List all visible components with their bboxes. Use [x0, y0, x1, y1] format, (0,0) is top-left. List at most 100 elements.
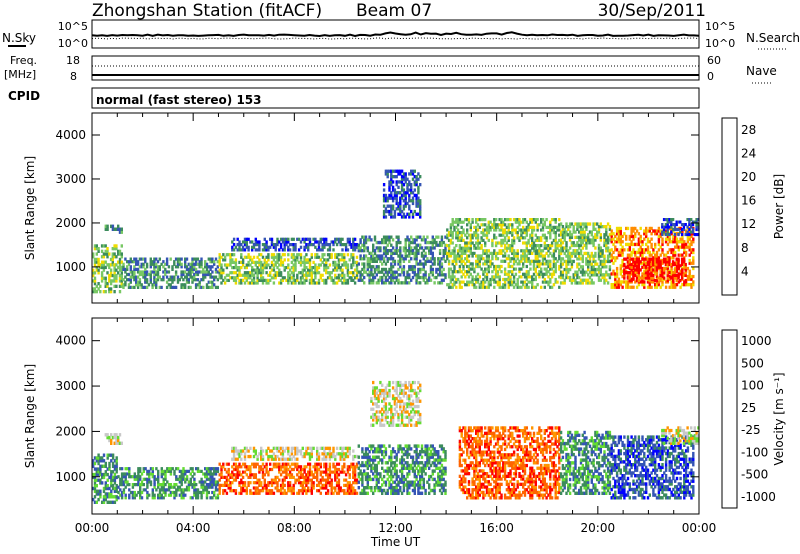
echo-cell [195, 496, 198, 500]
echo-cell [100, 271, 104, 275]
echo-cell [579, 243, 583, 248]
echo-cell [680, 268, 684, 272]
echo-cell [129, 275, 132, 279]
echo-cell [260, 465, 263, 469]
echo-cell [287, 467, 290, 472]
echo-cell [659, 232, 662, 236]
echo-cell [558, 223, 561, 227]
echo-cell [547, 259, 550, 263]
echo-cell [122, 283, 125, 287]
echo-cell [204, 472, 207, 476]
echo-cell [245, 489, 248, 493]
echo-cell [200, 262, 203, 266]
echo-cell [431, 235, 434, 239]
echo-cell [122, 262, 125, 266]
echo-cell [133, 493, 136, 497]
echo-cell [655, 265, 658, 269]
echo-cell [662, 271, 666, 275]
echo-cell [240, 266, 243, 270]
echo-cell [442, 249, 445, 253]
echo-cell [139, 469, 142, 473]
echo-cell [451, 251, 454, 255]
echo-cell [417, 172, 420, 176]
echo-cell [261, 467, 265, 472]
echo-cell [162, 496, 165, 500]
echo-cell [617, 234, 621, 239]
echo-cell [171, 490, 174, 495]
echo-cell [117, 224, 120, 229]
echo-cell [505, 277, 509, 282]
echo-cell [540, 220, 543, 224]
echo-cell [654, 285, 657, 289]
noise-right-max: 10^5 [705, 20, 735, 33]
echo-cell [693, 220, 696, 224]
echo-cell [420, 251, 424, 255]
echo-cell [157, 483, 160, 487]
echo-cell [99, 263, 102, 267]
echo-cell [305, 258, 308, 262]
echo-cell [404, 275, 407, 280]
echo-cell [247, 248, 250, 252]
echo-cell [110, 495, 113, 499]
echo-cell [263, 243, 266, 247]
echo-cell [428, 259, 431, 263]
echo-cell [540, 285, 543, 289]
echo-cell [547, 283, 550, 287]
echo-cell [456, 231, 460, 235]
echo-cell [175, 477, 178, 481]
echo-cell [334, 273, 337, 277]
echo-cell [592, 257, 595, 261]
echo-cell [93, 290, 97, 294]
echo-cell [191, 262, 194, 266]
echo-cell [92, 464, 95, 468]
echo-cell [554, 225, 557, 229]
echo-cell [686, 277, 690, 281]
echo-cell [319, 263, 322, 267]
echo-cell [438, 273, 442, 277]
echo-cell [108, 290, 111, 294]
echo-cell [272, 253, 276, 257]
echo-cell [592, 259, 595, 264]
echo-cell [512, 262, 516, 266]
echo-cell [692, 256, 695, 260]
echo-cell [523, 236, 527, 240]
echo-cell [621, 250, 624, 255]
echo-cell [634, 253, 637, 257]
echo-cell [485, 262, 489, 266]
echo-cell [485, 267, 489, 271]
echo-cell [485, 254, 489, 258]
echo-cell [645, 242, 648, 247]
echo-cell [601, 262, 604, 266]
echo-cell [254, 462, 257, 466]
echo-cell [283, 475, 286, 479]
echo-cell [447, 254, 451, 258]
echo-cell [514, 259, 518, 263]
echo-cell [512, 275, 516, 279]
echo-cell [292, 281, 295, 285]
echo-cell [558, 257, 561, 261]
echo-cell [543, 241, 546, 245]
echo-cell [509, 270, 512, 274]
echo-cell [390, 249, 393, 253]
echo-cell [106, 284, 109, 288]
echo-cell [234, 491, 238, 495]
echo-cell [520, 231, 523, 235]
echo-cell [252, 276, 256, 280]
echo-cell [97, 492, 100, 496]
echo-cell [402, 265, 406, 269]
echo-cell [234, 489, 238, 493]
echo-cell [637, 237, 641, 241]
echo-cell [303, 467, 306, 472]
echo-cell [245, 491, 248, 495]
echo-cell [475, 236, 478, 240]
echo-cell [404, 257, 407, 261]
echo-cell [531, 241, 534, 245]
echo-cell [382, 238, 386, 242]
echo-cell [323, 245, 326, 249]
echo-cell [679, 285, 682, 289]
echo-cell [641, 240, 644, 244]
echo-cell [281, 276, 285, 280]
echo-cell [316, 470, 319, 474]
echo-cell [113, 486, 117, 491]
echo-cell [386, 243, 389, 247]
